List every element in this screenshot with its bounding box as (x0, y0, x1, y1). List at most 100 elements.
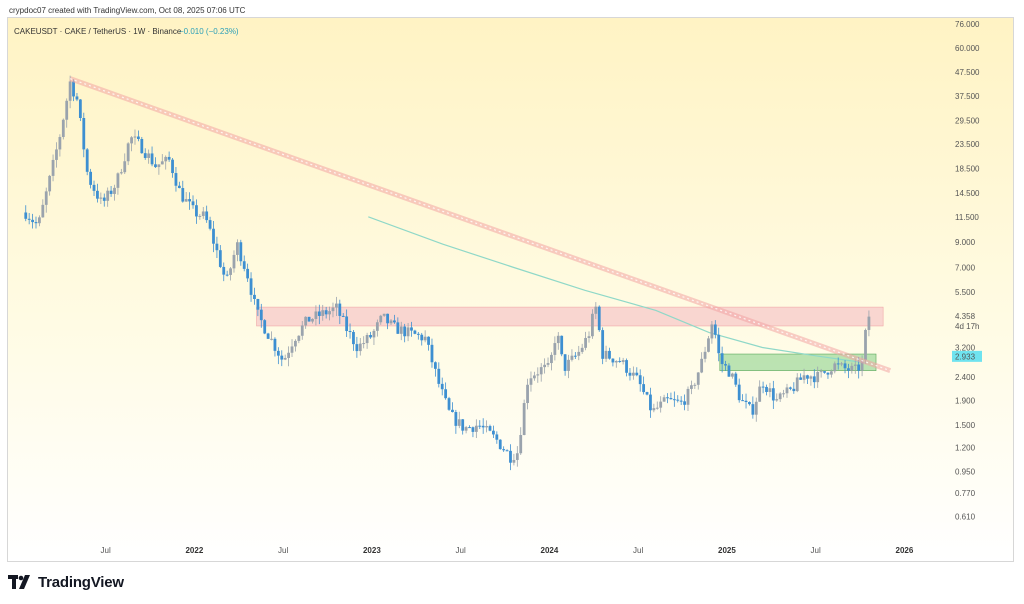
y-tick-label: 18.500 (955, 164, 980, 173)
candle (601, 327, 605, 365)
candle-body (703, 351, 707, 359)
price-chart[interactable]: 76.000 60.000 47.500 37.500 29.500 23.500 18.5… (8, 18, 1013, 561)
candle (191, 195, 195, 209)
candle (164, 155, 168, 170)
candle (300, 320, 304, 340)
candle-body (154, 164, 157, 168)
candle (61, 118, 65, 140)
candle-body (276, 350, 280, 356)
candle-body (789, 387, 792, 389)
y-tick-label: 23.500 (955, 140, 980, 149)
candle (290, 339, 294, 358)
candle-body (529, 378, 533, 385)
candle-body (474, 425, 478, 432)
candle (379, 314, 383, 325)
y-tick-label: 9.000 (955, 238, 976, 247)
candle (147, 149, 151, 164)
candle-body (584, 337, 587, 348)
candle (382, 313, 386, 317)
candle (645, 391, 649, 396)
candle (785, 383, 789, 398)
candle (768, 382, 772, 398)
candle (375, 319, 379, 337)
candle-body (44, 191, 48, 205)
candle-body (109, 190, 113, 194)
candle (522, 399, 526, 436)
candle-body (628, 372, 632, 376)
candle-body (58, 136, 62, 150)
candle-body (806, 375, 809, 379)
candle-body (126, 143, 130, 162)
candle-body (116, 173, 120, 188)
candle (850, 362, 854, 374)
candle (89, 168, 93, 189)
candle-body (399, 326, 403, 334)
candle (287, 346, 291, 367)
candle (543, 358, 547, 374)
candle (362, 336, 366, 349)
candle-body (652, 408, 656, 411)
candle (614, 360, 618, 368)
candle-body (55, 149, 58, 160)
candle-body (471, 427, 475, 432)
candle (212, 220, 215, 253)
candle (498, 439, 502, 450)
candle (259, 303, 263, 328)
candle (355, 336, 359, 358)
candle (488, 424, 492, 432)
candle (181, 180, 185, 203)
candle (809, 375, 813, 386)
candle (829, 369, 833, 378)
candle (836, 357, 840, 370)
candle (693, 382, 697, 389)
candle (748, 401, 751, 406)
candle-body (372, 330, 376, 338)
candle (198, 214, 202, 220)
price-change: −0.010 (−0.23%) (179, 27, 239, 36)
candle-body (283, 357, 287, 360)
y-tick-label: 47.500 (955, 68, 980, 77)
candle-body (778, 393, 782, 400)
candle (331, 302, 335, 318)
candle (597, 305, 601, 332)
candle-body (352, 331, 355, 345)
candle-body (270, 338, 273, 340)
candle (625, 358, 628, 377)
candle-body (710, 324, 714, 339)
candle (222, 262, 226, 282)
candle-body (31, 219, 34, 223)
candle (474, 419, 478, 439)
candle-body (177, 185, 181, 189)
candle-body (847, 368, 850, 371)
y-tick-label: 37.500 (955, 92, 980, 101)
x-tick-label: Jul (278, 546, 288, 555)
candle (113, 184, 116, 201)
candle (51, 154, 55, 182)
candle (348, 323, 352, 339)
candle-body (164, 156, 168, 162)
candle-body (451, 409, 454, 413)
candle-body (242, 261, 246, 269)
candle (461, 419, 465, 435)
candle-body (382, 313, 386, 316)
candle (457, 411, 461, 429)
candle (324, 306, 328, 319)
candle-body (567, 359, 570, 371)
candle-body (785, 387, 789, 394)
candle (201, 207, 205, 219)
candle-body (440, 383, 444, 390)
candle-body (751, 404, 755, 415)
candle (341, 313, 345, 318)
candle-body (41, 204, 45, 218)
candle-body (444, 389, 448, 399)
x-tick-label: Jul (101, 546, 111, 555)
candle (532, 371, 536, 381)
candle-body (792, 388, 796, 392)
candle (280, 350, 284, 367)
candle-body (72, 81, 75, 97)
candle-body (481, 425, 485, 428)
candle-body (348, 331, 352, 333)
candle (157, 164, 161, 175)
candle-body (679, 400, 683, 402)
candle-body (365, 334, 369, 344)
